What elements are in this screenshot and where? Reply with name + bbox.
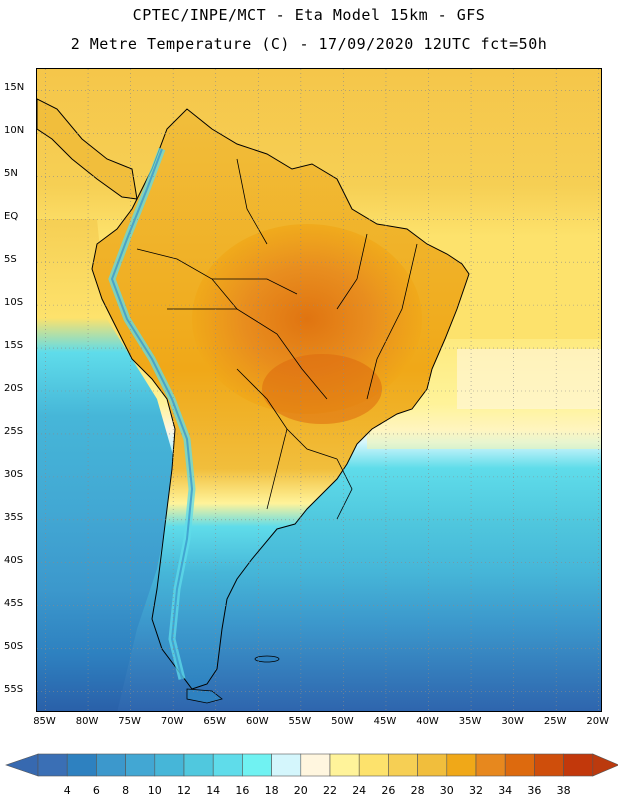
color-bar-label: 38 (556, 784, 571, 797)
color-bar-swatch (300, 753, 331, 777)
temperature-map (36, 68, 602, 712)
lat-label-20s: 20S (4, 383, 24, 394)
lat-label-10s: 10S (4, 297, 24, 309)
color-bar-label: 6 (92, 784, 100, 797)
lon-label-70w: 70W (160, 716, 184, 727)
color-bar-label: 18 (264, 784, 279, 797)
lon-label-35w: 35W (458, 716, 482, 727)
lon-label-55w: 55W (288, 716, 312, 727)
lon-label-60w: 60W (245, 716, 269, 727)
map-canvas (37, 69, 601, 711)
color-bar-label: 36 (527, 784, 542, 797)
country-borders (136, 158, 418, 520)
color-bar-swatch (475, 753, 506, 777)
color-bar-label: 30 (439, 784, 454, 797)
lat-label-15s: 15S (4, 340, 24, 352)
color-bar-label: 22 (323, 784, 337, 797)
color-bar-swatch (388, 753, 418, 777)
color-bar-swatch (154, 753, 185, 777)
color-bar-swatch (417, 753, 448, 777)
color-bar-label: 34 (498, 784, 513, 797)
color-bar-swatch (329, 753, 360, 777)
color-bar-arrow-low (5, 753, 39, 777)
lon-label-50w: 50W (331, 716, 354, 727)
color-bar-swatch (358, 753, 389, 777)
color-bar-arrow-high (592, 753, 618, 777)
lat-label-50s: 50S (4, 640, 24, 652)
color-bar-swatch (66, 753, 97, 777)
lon-label-30w: 30W (501, 716, 524, 727)
color-bar-label: 12 (177, 784, 191, 797)
lon-label-20w: 20W (586, 716, 610, 727)
lat-label-55s: 55S (4, 683, 24, 695)
lat-label-40s: 40S (4, 554, 24, 566)
lat-label-10n: 10N (4, 125, 25, 137)
lat-label-15n: 15N (4, 82, 25, 94)
color-bar-swatch (183, 753, 214, 777)
color-bar-label: 32 (469, 784, 483, 797)
pacific-field (37, 219, 177, 711)
color-bar-swatch (37, 753, 68, 777)
lon-label-45w: 45W (373, 716, 397, 727)
central-america (37, 98, 138, 200)
lat-label-30s: 30S (4, 468, 24, 480)
color-bar-swatch (446, 753, 477, 777)
color-bar-label: 4 (63, 784, 71, 797)
color-bar-label: 26 (381, 784, 396, 797)
color-bar-swatch (271, 753, 302, 777)
lat-label-5n: 5N (4, 168, 18, 180)
map-graticule (37, 69, 601, 711)
color-bar-swatch (96, 753, 126, 777)
lon-label-85w: 85W (33, 716, 56, 727)
color-bar-label: 16 (235, 784, 250, 797)
color-bar-swatch (563, 753, 594, 777)
lat-label-eq: EQ (4, 211, 19, 223)
lon-label-80w: 80W (75, 716, 99, 727)
color-bar-label: 24 (352, 784, 367, 797)
lon-label-40w: 40W (416, 716, 439, 727)
color-bar-swatch (534, 753, 564, 777)
lat-label-45s: 45S (4, 597, 24, 609)
color-bar-label: 14 (206, 784, 221, 797)
map-subtitle: 2 Metre Temperature (C) - 17/09/2020 12U… (70, 35, 548, 53)
color-bar-swatch (504, 753, 535, 777)
color-bar-label: 28 (410, 784, 425, 797)
lon-label-25w: 25W (543, 716, 567, 727)
lon-label-75w: 75W (118, 716, 141, 727)
lat-label-5s: 5S (4, 254, 17, 266)
color-bar-label: 8 (122, 784, 130, 797)
color-bar-label: 20 (293, 784, 308, 797)
color-bar (5, 753, 618, 777)
color-bar-swatch (212, 753, 243, 777)
color-bar-swatch (242, 753, 272, 777)
map-title: CPTEC/INPE/MCT - Eta Model 15km - GFS (132, 6, 486, 24)
lat-label-35s: 35S (4, 511, 24, 523)
lon-label-65w: 65W (203, 716, 227, 727)
color-bar-swatch (125, 753, 156, 777)
lat-label-25s: 25S (4, 425, 24, 437)
color-bar-label: 10 (147, 784, 162, 797)
